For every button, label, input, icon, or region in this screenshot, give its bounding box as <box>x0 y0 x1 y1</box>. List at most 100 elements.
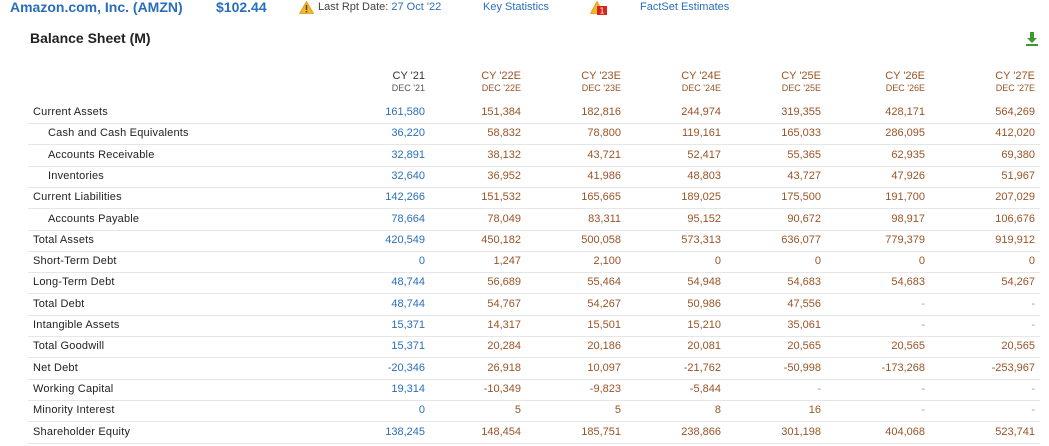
table-cell: - <box>1031 404 1035 417</box>
table-cell: 54,267 <box>587 297 621 310</box>
table-row: Minority Interest 0 5 5 8 16 - - <box>28 400 1040 423</box>
table-cell: 55,365 <box>787 148 821 161</box>
table-cell: 0 <box>714 255 721 268</box>
column-date: DEC '22E <box>481 83 521 93</box>
table-cell: 36,952 <box>487 169 521 182</box>
row-label: Cash and Cash Equivalents <box>48 127 189 140</box>
table-cell: 52,417 <box>687 148 721 161</box>
table-cell: - <box>921 404 925 417</box>
table-cell: 189,025 <box>681 191 721 204</box>
table-cell: 20,186 <box>587 340 621 353</box>
table-cell: 48,803 <box>687 169 721 182</box>
row-label: Current Liabilities <box>33 191 122 204</box>
table-cell: 78,664 <box>391 212 425 225</box>
table-cell: 56,689 <box>487 276 521 289</box>
table-cell: 54,767 <box>487 297 521 310</box>
table-cell: -9,823 <box>589 382 621 395</box>
table-cell: 244,974 <box>681 106 721 118</box>
table-row: Short-Term Debt 0 1,247 2,100 0 0 0 0 <box>28 251 1040 274</box>
table-cell: -50,998 <box>783 361 821 374</box>
column-date: DEC '25E <box>781 83 821 93</box>
table-cell: 98,917 <box>891 212 925 225</box>
table-row: Accounts Payable 78,664 78,049 83,311 95,152… <box>28 209 1040 231</box>
table-cell: 38,132 <box>487 148 521 161</box>
table-cell: 207,029 <box>995 191 1035 204</box>
row-label: Shareholder Equity <box>33 425 131 438</box>
column-header: CY '24E DEC '24E <box>621 70 721 94</box>
table-cell: -173,268 <box>881 361 925 374</box>
table-cell: 286,095 <box>885 127 925 140</box>
table-cell: 564,269 <box>995 106 1035 118</box>
table-cell: 50,986 <box>687 297 721 310</box>
column-year: CY '23E <box>581 70 621 82</box>
column-date: DEC '26E <box>885 83 925 93</box>
table-cell: 62,935 <box>891 148 925 161</box>
page-title: Balance Sheet (M) <box>30 30 151 46</box>
column-year: CY '25E <box>781 70 821 82</box>
table-cell: 20,565 <box>891 340 925 353</box>
table-cell: 2,100 <box>593 255 621 268</box>
column-header: CY '26E DEC '26E <box>825 70 925 94</box>
table-cell: 55,464 <box>587 276 621 289</box>
table-cell: 0 <box>918 255 925 268</box>
table-cell: 238,866 <box>681 425 721 438</box>
table-cell: -5,844 <box>689 382 721 395</box>
column-year: CY '27E <box>995 70 1035 82</box>
table-cell: 0 <box>814 255 821 268</box>
table-cell: 182,816 <box>581 106 621 118</box>
row-label: Inventories <box>48 169 105 182</box>
table-cell: 15,210 <box>687 319 721 331</box>
factset-estimates-link[interactable]: FactSet Estimates <box>640 1 730 13</box>
row-label: Total Debt <box>33 297 85 310</box>
alert-warning-icon[interactable]: 1 <box>590 1 608 15</box>
table-row: Intangible Assets 15,371 14,317 15,501 15,21… <box>28 315 1040 337</box>
row-label: Long-Term Debt <box>33 276 115 289</box>
table-cell: - <box>921 297 925 310</box>
row-label: Minority Interest <box>33 404 115 417</box>
row-label: Current Assets <box>33 106 108 118</box>
last-report-label: Last Rpt Date: <box>318 1 389 13</box>
table-cell: 500,058 <box>581 233 621 246</box>
column-date: DEC '27E <box>995 83 1035 93</box>
table-cell: 0 <box>1028 255 1035 268</box>
column-date: DEC '23E <box>581 83 621 93</box>
key-statistics-link[interactable]: Key Statistics <box>483 1 550 13</box>
table-cell: 83,311 <box>588 212 621 225</box>
table-cell: 151,384 <box>481 106 521 118</box>
table-cell: 15,371 <box>391 340 425 353</box>
table-cell: 319,355 <box>781 106 821 118</box>
company-name[interactable]: Amazon.com, Inc. (AMZN) <box>10 0 183 15</box>
table-cell: 301,198 <box>781 425 821 438</box>
table-cell: 175,500 <box>781 191 821 204</box>
table-cell: 161,580 <box>385 106 425 118</box>
table-cell: 573,313 <box>681 233 721 246</box>
table-cell: 69,380 <box>1001 148 1035 161</box>
table-cell: 185,751 <box>581 425 621 438</box>
download-icon[interactable] <box>1025 31 1039 47</box>
table-cell: 78,049 <box>487 212 521 225</box>
table-cell: 8 <box>714 404 721 417</box>
table-cell: 523,741 <box>995 425 1035 438</box>
table-cell: 148,454 <box>481 425 521 438</box>
table-row: Current Assets 161,580 151,384 182,816 244,9… <box>28 102 1040 124</box>
table-cell: 5 <box>614 404 621 417</box>
table-cell: 191,700 <box>885 191 925 204</box>
table-cell: 47,556 <box>787 297 821 310</box>
table-cell: - <box>1031 319 1035 331</box>
column-header: CY '25E DEC '25E <box>721 70 821 94</box>
table-cell: 51,967 <box>1001 169 1035 182</box>
table-cell: 20,565 <box>787 340 821 353</box>
table-cell: 19,314 <box>391 382 425 395</box>
table-cell: -21,762 <box>683 361 721 374</box>
table-cell: 5 <box>514 404 521 417</box>
row-label: Total Goodwill <box>33 340 105 353</box>
table-cell: 165,665 <box>581 191 621 204</box>
table-cell: - <box>921 319 925 331</box>
row-label: Intangible Assets <box>33 319 120 331</box>
table-cell: 142,266 <box>385 191 425 204</box>
table-cell: -253,967 <box>991 361 1035 374</box>
row-label: Short-Term Debt <box>33 255 117 268</box>
alert-count: 1 <box>599 7 604 16</box>
table-cell: 36,220 <box>391 127 425 140</box>
column-date: DEC '24E <box>681 83 721 93</box>
